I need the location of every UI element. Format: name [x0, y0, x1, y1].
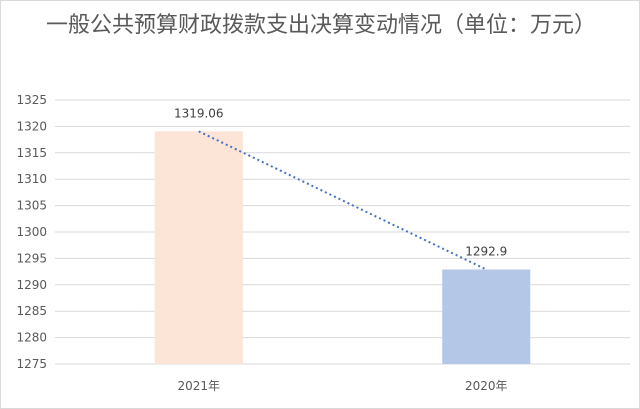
data-labels: 1319.06 1292.9	[174, 106, 507, 258]
bars	[154, 131, 531, 364]
y-tick-label: 1285	[16, 304, 47, 318]
y-tick-label: 1325	[16, 93, 47, 107]
gridlines	[55, 99, 630, 365]
y-tick-label: 1280	[16, 331, 47, 345]
y-tick-label: 1290	[16, 278, 47, 292]
bar	[154, 131, 243, 364]
x-tick-label: 2021年	[177, 379, 220, 393]
x-tick-label: 2020年	[465, 379, 508, 393]
x-axis-ticks: 2021年 2020年	[177, 379, 507, 393]
trendline	[198, 130, 487, 271]
y-tick-label: 1295	[16, 251, 47, 265]
data-label: 1319.06	[174, 106, 224, 120]
trendline-group	[198, 130, 487, 271]
data-label: 1292.9	[465, 244, 507, 258]
y-tick-label: 1310	[16, 172, 47, 186]
y-tick-label: 1315	[16, 146, 47, 160]
y-tick-label: 1300	[16, 225, 47, 239]
bar	[442, 269, 531, 364]
chart-title: 一般公共预算财政拨款支出决算变动情况（单位：万元）	[45, 13, 596, 38]
y-tick-label: 1305	[16, 199, 47, 213]
y-axis-ticks: 1275 1280 1285 1290 1295 1300 1305 1310 1315 1320…	[16, 93, 47, 371]
y-tick-label: 1275	[16, 357, 47, 371]
y-tick-label: 1320	[16, 119, 47, 133]
